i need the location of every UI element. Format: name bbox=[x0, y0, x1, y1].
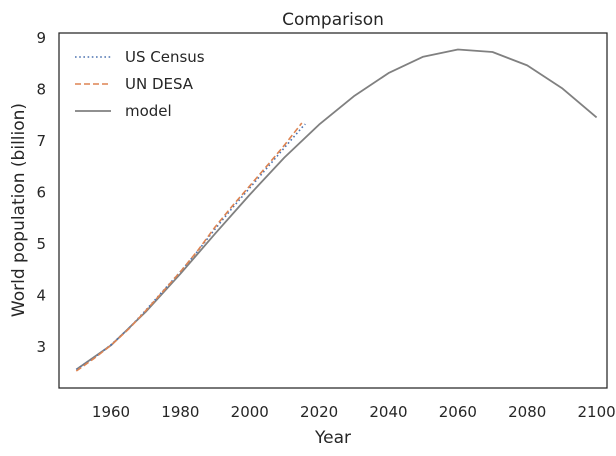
series-line-us-census bbox=[75, 123, 306, 371]
y-tick-label: 6 bbox=[36, 183, 46, 201]
legend-label: US Census bbox=[125, 48, 205, 66]
x-tick-label: 1960 bbox=[92, 403, 130, 421]
legend-label: model bbox=[125, 102, 172, 120]
y-tick-label: 5 bbox=[36, 235, 46, 253]
y-tick-labels: 3 4 5 6 7 8 9 bbox=[36, 29, 46, 356]
y-tick-label: 9 bbox=[36, 29, 46, 47]
y-axis-label: World population (billion) bbox=[9, 103, 29, 317]
x-tick-label: 2080 bbox=[508, 403, 546, 421]
x-tick-label: 2040 bbox=[369, 403, 407, 421]
y-tick-label: 3 bbox=[36, 338, 46, 356]
series-line-un-desa bbox=[75, 122, 303, 372]
x-tick-label: 1980 bbox=[161, 403, 199, 421]
x-tick-label: 2000 bbox=[231, 403, 269, 421]
x-tick-labels: 1960 1980 2000 2020 2040 2060 2080 2100 bbox=[92, 403, 616, 421]
y-tick-label: 4 bbox=[36, 286, 46, 304]
legend-label: UN DESA bbox=[125, 75, 194, 93]
x-tick-label: 2020 bbox=[300, 403, 338, 421]
x-tick-label: 2100 bbox=[578, 403, 616, 421]
chart-title: Comparison bbox=[282, 10, 384, 30]
x-axis-label: Year bbox=[314, 428, 351, 448]
plot-frame bbox=[58, 32, 608, 389]
legend: US Census UN DESA model bbox=[75, 48, 205, 120]
y-tick-label: 8 bbox=[36, 81, 46, 99]
x-tick-label: 2060 bbox=[439, 403, 477, 421]
y-tick-label: 7 bbox=[36, 132, 46, 150]
series-line-model bbox=[75, 48, 598, 371]
